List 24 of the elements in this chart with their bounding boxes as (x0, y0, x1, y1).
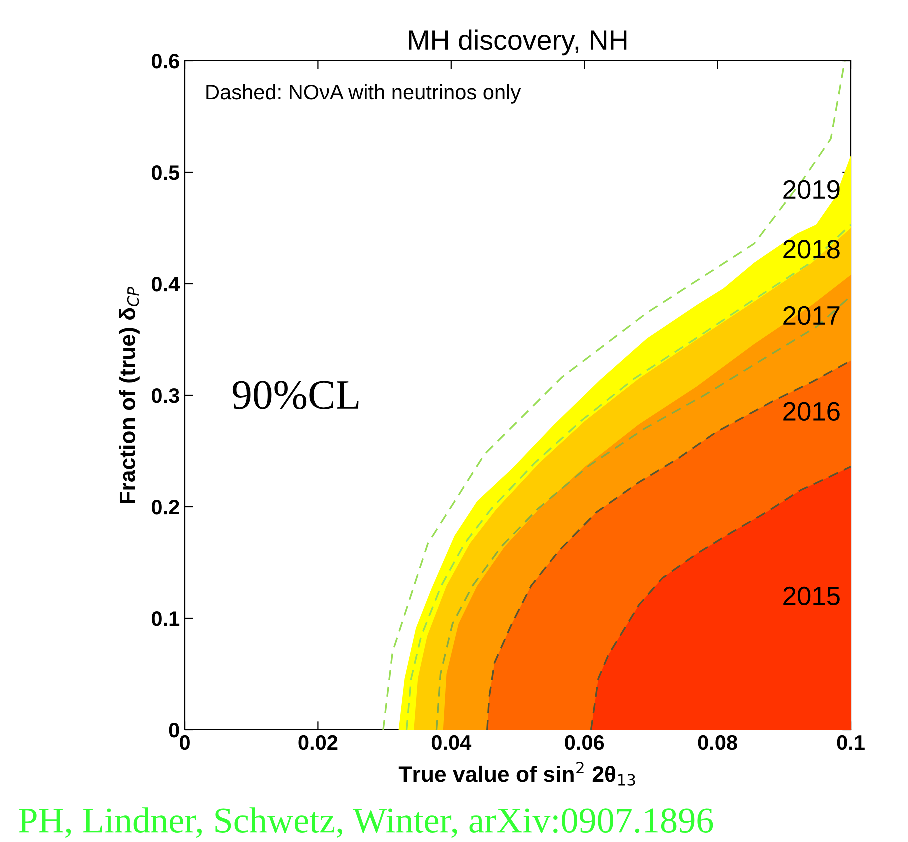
y-tick-label: 0.2 (152, 500, 180, 515)
x-tick-label: 0.02 (298, 735, 338, 750)
y-tick-label: 0.5 (152, 166, 180, 180)
y-tick-label: 0.3 (152, 388, 180, 404)
series-label: 2017 (784, 306, 840, 326)
annotation: Dashed: NOνA with neutrinos only (206, 84, 522, 104)
y-tick-label: 0 (169, 723, 180, 738)
annotation: 90%CL (232, 381, 359, 410)
series-label: 2016 (784, 402, 840, 421)
series-label: 2018 (784, 240, 840, 259)
text: PH, Lindner, Schwetz, Winter, arXiv:0907.1896 (19, 808, 714, 838)
x-tick-label: 0.04 (432, 735, 472, 750)
x-tick-label: 0.06 (565, 735, 604, 750)
x-tick-label: 0.08 (698, 735, 738, 750)
y-tick-label: 0.6 (152, 54, 180, 69)
x-axis-title: True value of sin$^{2}$ 2θ$_{13}$ (398, 762, 636, 786)
y-tick-label: 0.4 (152, 277, 180, 292)
series-label: 2015 (784, 586, 840, 606)
y-tick-label: 0.1 (152, 612, 180, 626)
y-axis-title: Fraction of (true) δ$_{CP}$ (119, 286, 140, 504)
chart-title: MH discovery, NH (409, 30, 627, 56)
x-tick-label: 0 (180, 735, 190, 750)
x-tick-label: 0.1 (837, 735, 865, 750)
line-series (382, 61, 846, 730)
